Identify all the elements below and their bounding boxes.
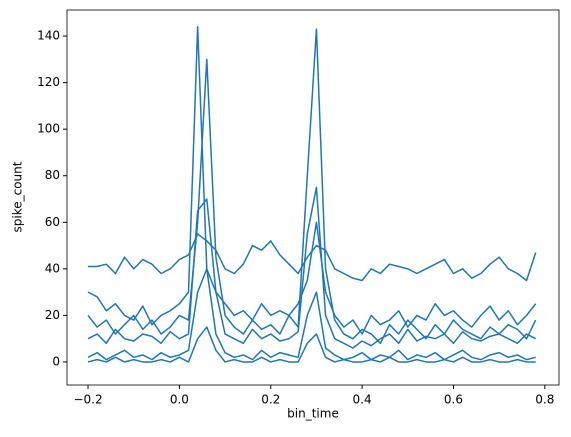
- x-tick-label: 0.0: [170, 393, 189, 407]
- x-axis-label: bin_time: [287, 407, 339, 421]
- y-tick-label: 40: [45, 261, 60, 275]
- y-tick-label: 100: [37, 122, 60, 136]
- x-tick-label: 0.6: [444, 393, 463, 407]
- x-tick-label: 0.4: [353, 393, 372, 407]
- y-axis-label: spike_count: [11, 161, 25, 232]
- series-line: [88, 233, 537, 282]
- series-line: [87, 326, 536, 363]
- y-tick-label: 60: [45, 215, 60, 229]
- plot-frame: [66, 9, 560, 386]
- series-line: [87, 186, 537, 349]
- series-line: [87, 26, 537, 335]
- series-line: [87, 28, 537, 345]
- y-tick-label: 0: [52, 354, 60, 368]
- y-tick-label: 120: [37, 75, 60, 89]
- series-line: [87, 268, 536, 361]
- x-tick-label: 0.8: [535, 393, 554, 407]
- y-tick-label: 80: [45, 168, 60, 182]
- x-tick-label: −0.2: [73, 393, 102, 407]
- y-tick-label: 20: [45, 308, 60, 322]
- x-tick-label: 0.2: [261, 393, 280, 407]
- y-tick-label: 140: [37, 29, 60, 43]
